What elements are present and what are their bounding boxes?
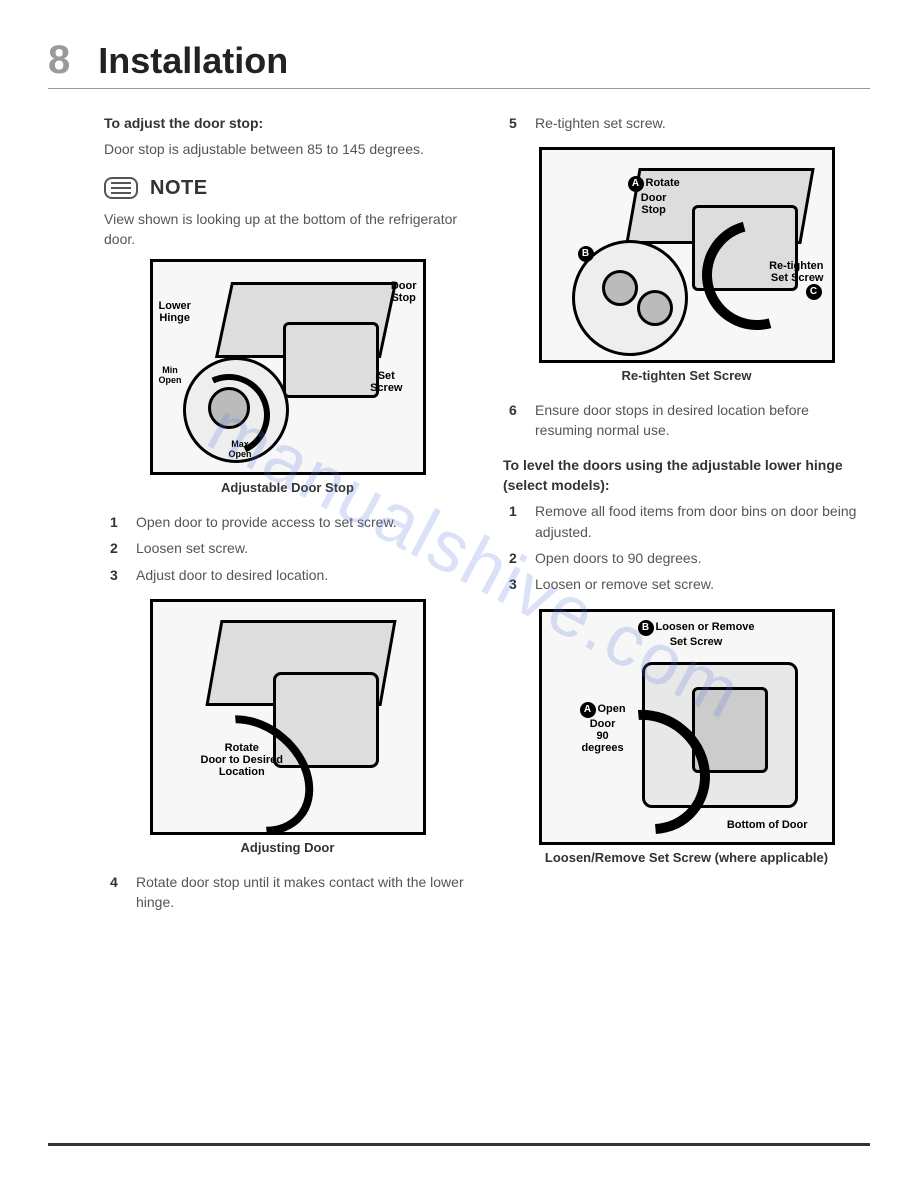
note-label: NOTE: [150, 174, 208, 203]
bottom-rule: [48, 1143, 870, 1146]
list-item: 6Ensure door stops in desired location b…: [503, 400, 870, 441]
figure-retighten-set-screw: ARotate Door Stop B Re-tighten Set Screw…: [539, 147, 835, 363]
heading-adjust-door-stop: To adjust the door stop:: [104, 113, 471, 133]
list-item: 1Remove all food items from door bins on…: [503, 501, 870, 542]
list-item: 3Loosen or remove set screw.: [503, 574, 870, 594]
figure-adjusting-door: Rotate Door to Desired Location: [150, 599, 426, 835]
caption-fig-a: Adjustable Door Stop: [104, 479, 471, 498]
heading-level-doors: To level the doors using the adjustable …: [503, 455, 870, 496]
note-text: View shown is looking up at the bottom o…: [104, 209, 471, 250]
list-item: 1Open door to provide access to set scre…: [104, 512, 471, 532]
page-title: Installation: [98, 43, 288, 79]
intro-text: Door stop is adjustable between 85 to 14…: [104, 139, 471, 159]
page-number: 8: [48, 40, 70, 80]
label-lower-hinge: Lower Hinge: [159, 300, 191, 324]
label-set-screw: Set Screw: [370, 370, 402, 394]
list-item: 2Loosen set screw.: [104, 538, 471, 558]
page-header: 8 Installation: [48, 40, 870, 89]
steps-list-1: 1Open door to provide access to set scre…: [104, 512, 471, 585]
step-6: 6Ensure door stops in desired location b…: [503, 400, 870, 441]
caption-fig-c: Re-tighten Set Screw: [503, 367, 870, 386]
list-item: 3Adjust door to desired location.: [104, 565, 471, 585]
list-item: 2Open doors to 90 degrees.: [503, 548, 870, 568]
step-5: 5Re-tighten set screw.: [503, 113, 870, 133]
figure-adjustable-door-stop: Lower Hinge Door Stop Set Screw Min Open…: [150, 259, 426, 475]
badge-b: B: [578, 246, 596, 262]
steps-list-2: 1Remove all food items from door bins on…: [503, 501, 870, 594]
left-column: To adjust the door stop: Door stop is ad…: [48, 113, 471, 926]
caption-fig-b: Adjusting Door: [104, 839, 471, 858]
label-open-90: AOpen Door 90 degrees: [580, 702, 626, 754]
note-block: NOTE View shown is looking up at the bot…: [104, 174, 471, 250]
label-bottom-of-door: Bottom of Door: [727, 819, 808, 831]
label-max-open: Max Open: [229, 440, 252, 460]
figure-loosen-remove-set-screw: BLoosen or Remove Set Screw AOpen Door 9…: [539, 609, 835, 845]
note-icon: [104, 177, 138, 199]
step-4: 4Rotate door stop until it makes contact…: [104, 872, 471, 913]
right-column: 5Re-tighten set screw. ARotate Door Stop…: [503, 113, 870, 926]
label-rotate-desired: Rotate Door to Desired Location: [201, 742, 284, 778]
label-retighten: Re-tighten Set ScrewC: [769, 260, 823, 300]
content-columns: To adjust the door stop: Door stop is ad…: [48, 113, 870, 926]
label-loosen-remove: BLoosen or Remove Set Screw: [638, 620, 755, 648]
label-min-open: Min Open: [159, 366, 182, 386]
label-door-stop: Door Stop: [391, 280, 417, 304]
list-item: 5Re-tighten set screw.: [503, 113, 870, 133]
caption-fig-d: Loosen/Remove Set Screw (where applicabl…: [503, 849, 870, 868]
label-rotate-stop: ARotate Door Stop: [628, 176, 680, 216]
list-item: 4Rotate door stop until it makes contact…: [104, 872, 471, 913]
